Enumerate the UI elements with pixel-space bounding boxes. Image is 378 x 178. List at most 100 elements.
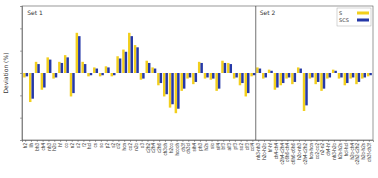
x-tick-label: o3 bbox=[140, 143, 145, 149]
bar bbox=[247, 73, 249, 93]
x-tick-label: hcn-hcn bbox=[309, 143, 314, 160]
bar bbox=[76, 33, 78, 73]
bar bbox=[189, 73, 191, 77]
legend-box bbox=[337, 8, 371, 26]
x-tick-label: co2 bbox=[128, 143, 133, 151]
bar bbox=[274, 73, 276, 90]
x-tick-mark bbox=[206, 140, 207, 142]
bar bbox=[58, 62, 60, 73]
x-tick: hcl-hcl bbox=[344, 140, 349, 156]
bar bbox=[264, 73, 266, 77]
x-tick: hcn-hcn bbox=[309, 140, 314, 159]
x-tick-mark bbox=[136, 140, 137, 142]
x-tick-label: c2h4 bbox=[151, 143, 156, 153]
x-tick-mark bbox=[217, 140, 218, 142]
x-tick: cl2 bbox=[116, 140, 121, 149]
bar bbox=[84, 64, 86, 73]
x-tick-mark bbox=[43, 140, 44, 142]
x-tick: ch3f bbox=[181, 140, 186, 152]
x-axis: h2lihbh3ch4nh3h2ohfcon2o2f2hclcssop2s2cl… bbox=[23, 140, 374, 164]
bar bbox=[210, 73, 212, 80]
bar bbox=[175, 73, 177, 113]
bar bbox=[285, 73, 287, 79]
x-tick-mark bbox=[235, 140, 236, 142]
bar bbox=[215, 73, 217, 91]
bar bbox=[43, 73, 45, 88]
chart: Set 1Set 2h2lihbh3ch4nh3h2ohfcon2o2f2hcl… bbox=[0, 0, 378, 178]
x-tick: hcooh bbox=[175, 140, 180, 156]
x-tick-mark bbox=[322, 140, 323, 142]
bar bbox=[195, 73, 197, 82]
bar bbox=[128, 33, 130, 73]
x-tick-mark bbox=[281, 140, 282, 142]
bar bbox=[346, 73, 348, 83]
x-tick-mark bbox=[159, 140, 160, 142]
x-tick-mark bbox=[37, 140, 38, 142]
x-tick: o3 bbox=[140, 140, 145, 148]
y-tick bbox=[20, 95, 22, 96]
x-tick-mark bbox=[118, 140, 119, 142]
bar bbox=[233, 73, 235, 79]
bar bbox=[323, 73, 325, 89]
x-tick-label: f2 bbox=[82, 143, 87, 147]
x-tick-mark bbox=[293, 140, 294, 142]
bar bbox=[160, 73, 162, 83]
series-bars bbox=[26, 36, 372, 109]
x-tick-mark bbox=[357, 140, 358, 142]
x-tick: co bbox=[64, 140, 69, 148]
x-tick-label: h2o-h2s bbox=[361, 142, 366, 159]
x-tick-mark bbox=[363, 140, 364, 142]
x-tick-mark bbox=[369, 140, 370, 142]
x-tick-label: o2 bbox=[76, 143, 81, 149]
bar bbox=[148, 63, 150, 73]
x-tick: lih bbox=[29, 140, 34, 148]
x-tick-mark bbox=[200, 140, 201, 142]
bar bbox=[142, 73, 144, 79]
bar bbox=[250, 73, 252, 76]
bar bbox=[52, 73, 54, 79]
x-tick-label: bh3 bbox=[35, 143, 40, 151]
x-tick-mark bbox=[165, 140, 166, 142]
x-tick-mark bbox=[72, 140, 73, 142]
bar bbox=[227, 63, 229, 73]
x-tick-label: h2o-nh3 bbox=[297, 143, 302, 160]
bar bbox=[46, 57, 48, 73]
bar bbox=[294, 73, 296, 82]
x-tick: h2s bbox=[204, 140, 209, 150]
bar bbox=[81, 62, 83, 73]
x-tick: h2o-h2o bbox=[262, 140, 267, 160]
bar bbox=[206, 73, 208, 77]
x-tick: c2h4-c2h2 bbox=[303, 140, 308, 164]
x-tick-label: p2 bbox=[105, 143, 110, 149]
x-tick-mark bbox=[31, 140, 32, 142]
x-tick: clf3 bbox=[245, 140, 250, 150]
bar bbox=[297, 67, 299, 73]
x-tick-mark bbox=[124, 140, 125, 142]
x-tick: n2o bbox=[134, 140, 139, 151]
x-tick-label: h2 bbox=[23, 143, 28, 149]
x-tick-label: c2h2 bbox=[146, 143, 151, 153]
bar bbox=[245, 73, 247, 96]
x-tick-label: hcooh bbox=[175, 143, 180, 156]
x-tick-mark bbox=[107, 140, 108, 142]
x-tick-mark bbox=[194, 140, 195, 142]
x-tick-label: ch3oh bbox=[163, 143, 168, 156]
x-tick: c6h6-c6h6 bbox=[291, 140, 296, 164]
bar bbox=[344, 73, 346, 85]
bar bbox=[116, 56, 118, 73]
bar bbox=[49, 60, 51, 73]
bar bbox=[66, 57, 68, 73]
y-tick-mark bbox=[20, 73, 22, 74]
bar bbox=[107, 67, 109, 73]
x-tick-label: cs bbox=[93, 142, 98, 147]
y-tick bbox=[20, 118, 22, 119]
bar bbox=[369, 73, 371, 75]
bar bbox=[279, 73, 281, 85]
bar bbox=[180, 73, 182, 91]
x-tick-mark bbox=[316, 140, 317, 142]
x-tick: c2h2 bbox=[146, 140, 151, 153]
x-tick: nh3 bbox=[47, 140, 52, 151]
x-tick-mark bbox=[351, 140, 352, 142]
bar bbox=[171, 73, 173, 104]
x-tick-mark bbox=[182, 140, 183, 142]
